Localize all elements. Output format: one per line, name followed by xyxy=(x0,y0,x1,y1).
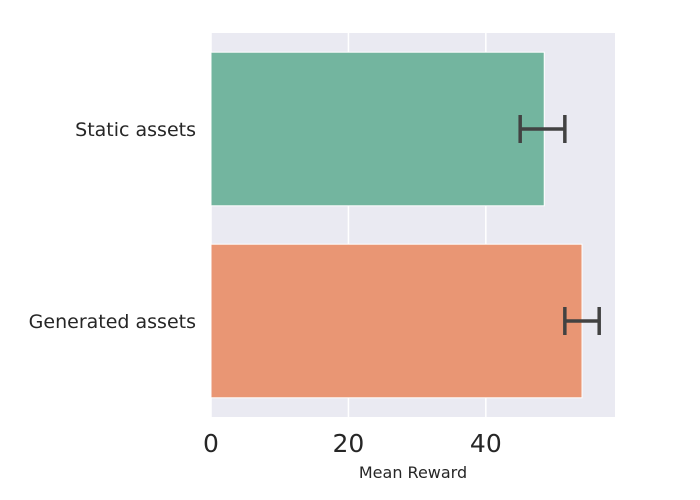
x-tick-label: 0 xyxy=(203,429,219,458)
x-axis-title: Mean Reward xyxy=(359,463,467,482)
y-tick-label: Generated assets xyxy=(29,311,196,333)
x-tick-label: 40 xyxy=(470,429,502,458)
error-bars xyxy=(518,115,601,335)
y-tick-labels: Static assets Generated assets xyxy=(29,119,196,333)
x-tick-label: 20 xyxy=(333,429,365,458)
bars xyxy=(210,51,583,399)
x-tick-labels: 0 20 40 xyxy=(203,429,502,458)
bar xyxy=(210,51,545,207)
bar xyxy=(210,243,583,399)
y-tick-label: Static assets xyxy=(75,119,196,141)
